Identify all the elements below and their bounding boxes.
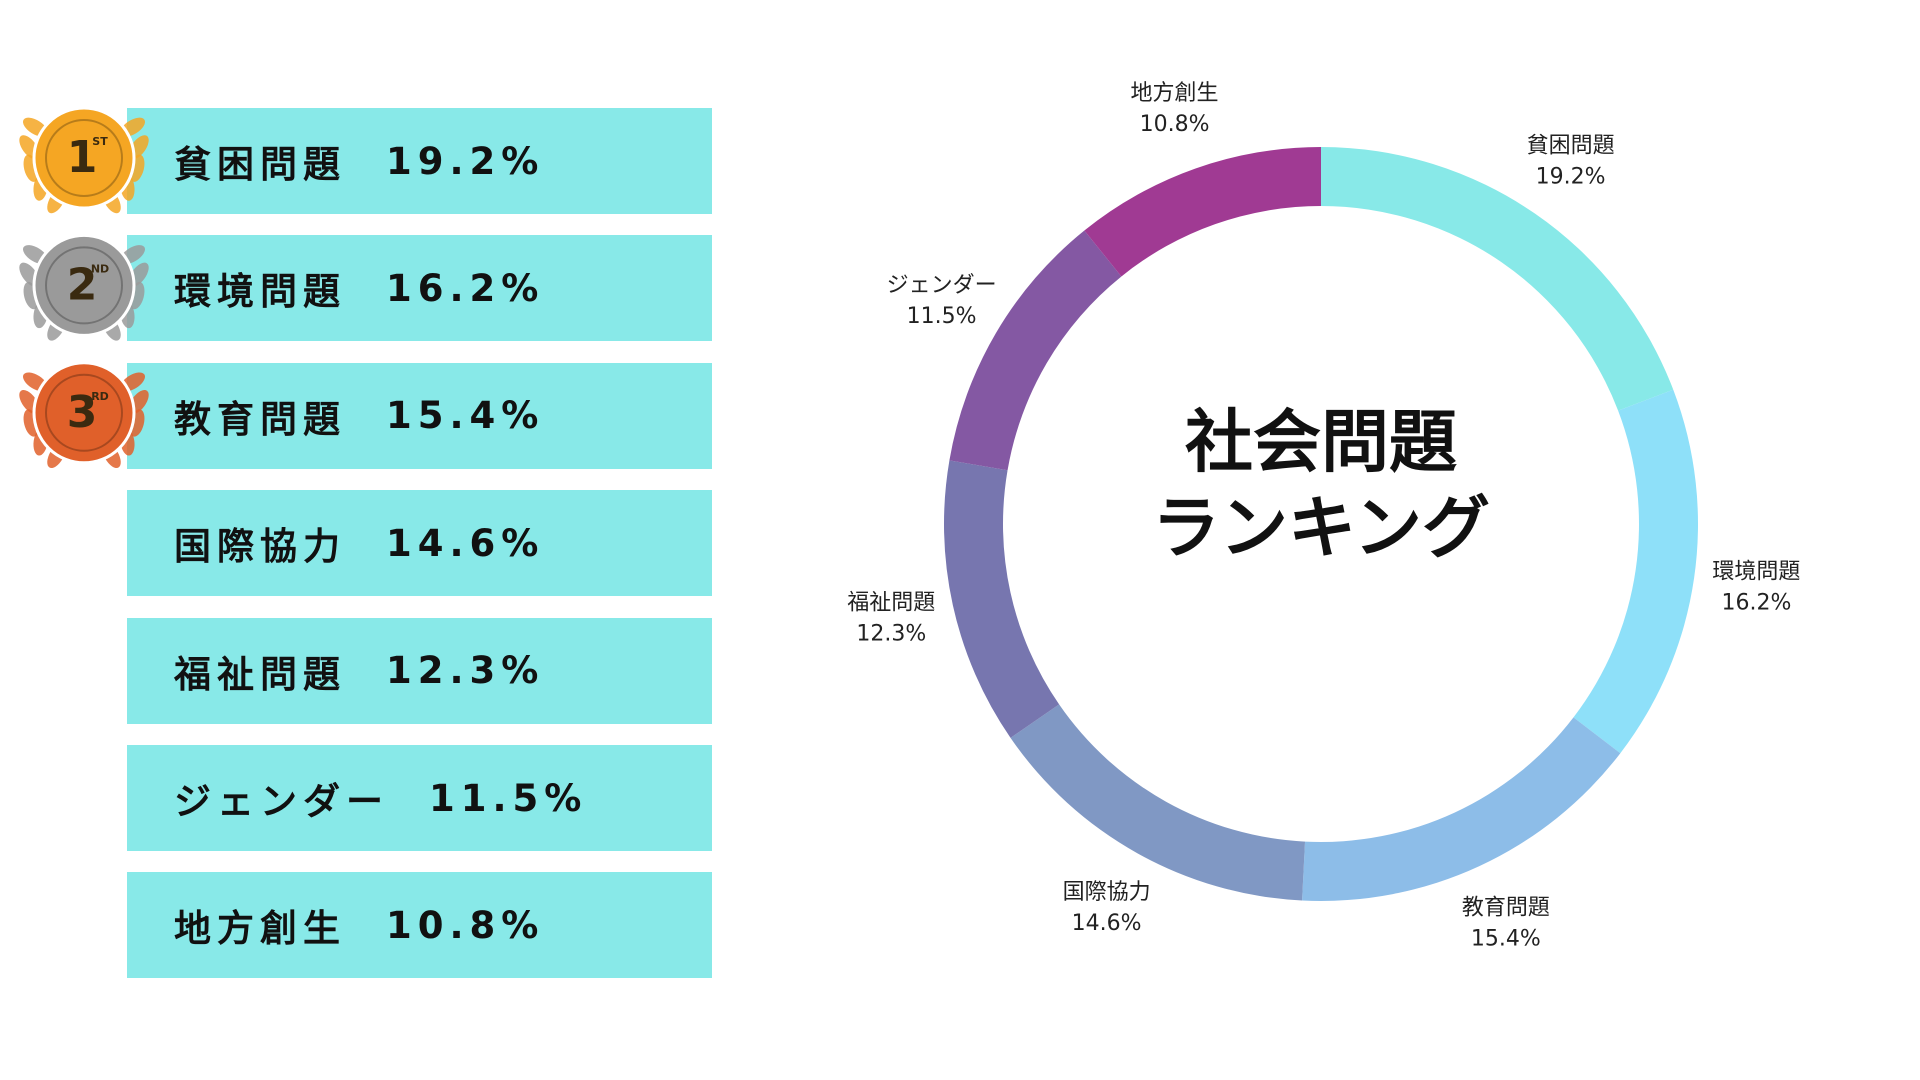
ranking-percent: 19.2%: [386, 139, 545, 183]
ranking-percent: 16.2%: [386, 266, 545, 310]
slice-value: 15.4%: [1471, 926, 1541, 951]
donut-slice: [949, 230, 1122, 471]
ranking-row: 国際協力 14.6%: [127, 490, 712, 597]
ranking-name: 環境問題: [174, 270, 346, 314]
medal-number: 3: [67, 387, 98, 438]
ranking-name: ジェンダー: [174, 780, 389, 823]
ranking-percent: 10.8%: [386, 903, 545, 947]
donut-slice: [1321, 147, 1674, 411]
donut-slice: [943, 460, 1060, 738]
ranking-percent: 15.4%: [386, 394, 545, 438]
slice-value: 16.2%: [1721, 590, 1791, 615]
slice-value: 14.6%: [1072, 911, 1142, 936]
slice-label: 環境問題: [1712, 559, 1800, 584]
donut-slice: [1084, 147, 1321, 277]
donut-slice: [1573, 389, 1698, 754]
slice-label: 教育問題: [1462, 895, 1550, 920]
ranking-row: ジェンダー 11.5%: [127, 745, 712, 851]
ranking-name: 地方創生: [174, 907, 346, 951]
medal: 3RD: [19, 361, 149, 469]
slice-label: 国際協力: [1063, 880, 1151, 905]
ranking-row: 教育問題 15.4%: [127, 362, 712, 469]
ranking-name: 貧困問題: [174, 143, 346, 186]
ranking-row: 貧困問題 19.2%: [127, 108, 712, 214]
medal-number: 2: [67, 259, 98, 310]
ranking-name: 国際協力: [174, 525, 346, 569]
slice-value: 10.8%: [1140, 112, 1210, 137]
medal-face: [45, 119, 123, 197]
slice-value: 19.2%: [1536, 165, 1606, 190]
ranking-name: 教育問題: [174, 397, 346, 441]
medal-suffix: ST: [92, 135, 108, 148]
medal-face: [45, 373, 123, 452]
chart-title: ランキング: [1152, 490, 1490, 569]
ranking-row: 地方創生 10.8%: [127, 872, 712, 979]
medal: 2ND: [19, 233, 149, 341]
donut-slice: [1302, 717, 1621, 901]
medal-suffix: ND: [91, 262, 109, 275]
donut-slice: [1010, 704, 1306, 901]
medal-suffix: RD: [91, 390, 109, 403]
medal-number: 1: [67, 132, 98, 183]
medal-face: [45, 246, 123, 325]
ranking-row: 環境問題 16.2%: [127, 235, 712, 342]
slice-label: ジェンダー: [887, 273, 997, 298]
medal: 1ST: [19, 106, 149, 214]
slice-label: 貧困問題: [1527, 134, 1615, 159]
slice-label: 地方創生: [1131, 81, 1219, 106]
slice-value: 11.5%: [907, 304, 977, 329]
chart-title: 社会問題: [1185, 404, 1457, 483]
ranking-percent: 14.6%: [386, 521, 545, 565]
ranking-name: 福祉問題: [174, 652, 346, 696]
ranking-percent: 12.3%: [386, 649, 545, 693]
ranking-row: 福祉問題 12.3%: [127, 617, 712, 724]
ranking-percent: 11.5%: [429, 776, 588, 820]
slice-value: 12.3%: [856, 622, 926, 647]
slice-label: 福祉問題: [847, 591, 935, 616]
